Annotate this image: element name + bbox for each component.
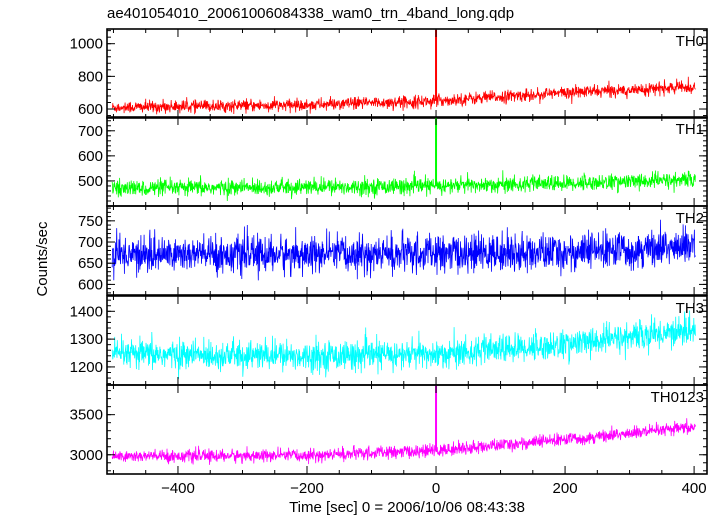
panel-frame [106,28,708,119]
panel-th1: 500 600 700 TH1 [78,116,708,207]
y-tick-label: 600 [78,148,103,165]
x-tick-label: −200 [290,480,324,497]
panel-th0: 600 800 1000 TH0 [70,28,708,119]
series-line-th3 [111,310,696,379]
y-tick-label: 1000 [70,36,103,53]
x-axis-title: Time [sec] 0 = 2006/10/06 08:43:38 [289,499,525,516]
x-tick-label: 400 [682,480,707,497]
y-tick-label: 1200 [70,359,103,376]
panel-label-th0123: TH0123 [651,389,704,406]
panels-group: 600 800 1000 TH0 500 600 700 TH1 600 650 700 750 TH2… [70,28,708,475]
y-tick-label: 1300 [70,331,103,348]
panel-th2: 600 650 700 750 TH2 [78,205,708,296]
series-line-th1 [111,170,696,202]
y-tick-label: 700 [78,123,103,140]
y-tick-label: 3500 [70,407,103,424]
y-tick-label: 600 [78,276,103,293]
y-tick-label: 650 [78,255,103,272]
panel-frame [106,384,708,475]
x-tick-label: 200 [553,480,578,497]
x-axis-tick-labels: −400 −200 0 200 400 [161,480,707,497]
series-line-th2 [111,219,696,281]
series-line-th0123 [111,418,696,465]
panel-label-th1: TH1 [676,121,704,138]
y-tick-label: 700 [78,234,103,251]
y-tick-label: 750 [78,213,103,230]
y-tick-label: 600 [78,101,103,118]
panel-label-th3: TH3 [676,300,704,317]
panel-th0123: 3000 3500 TH0123 [70,384,708,475]
y-tick-label: 3000 [70,447,103,464]
x-tick-label: 0 [432,480,440,497]
panel-label-th0: TH0 [676,33,704,50]
series-line-th0 [111,76,696,115]
y-tick-label: 1400 [70,303,103,320]
y-tick-label: 800 [78,68,103,85]
x-tick-label: −400 [161,480,195,497]
plot-title: ae401054010_20061006084338_wam0_trn_4ban… [107,5,514,22]
y-tick-label: 500 [78,173,103,190]
y-axis-title: Counts/sec [34,221,51,297]
panel-label-th2: TH2 [676,210,704,227]
panel-th3: 1200 1300 1400 TH3 [70,295,708,386]
